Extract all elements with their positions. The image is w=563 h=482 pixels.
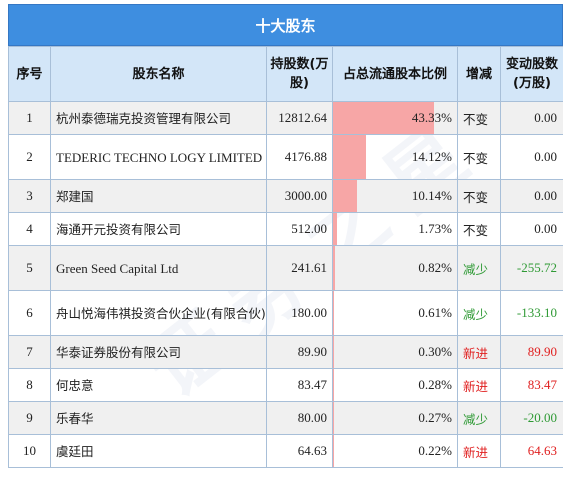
row-index: 7: [8, 335, 51, 369]
header-ratio: 占总流通股本比例: [332, 46, 458, 102]
ratio-bar: [333, 213, 337, 245]
table-row: 5 Green Seed Capital Ltd 241.61 0.82% 减少 -255…: [8, 245, 563, 291]
shareholder-name: 海通开元投资有限公司: [56, 221, 182, 237]
change-amount: 0.00: [500, 179, 563, 213]
ratio-bar: [333, 435, 334, 467]
ratio-value: 0.27%: [418, 410, 452, 425]
row-index: 8: [8, 368, 51, 402]
ratio-bar: [333, 402, 334, 434]
table-title: 十大股东: [8, 4, 563, 46]
change-status: 不变: [457, 212, 501, 246]
ratio-bar: [333, 180, 357, 212]
change-status: 减少: [457, 290, 501, 336]
shareholder-name: 乐春华: [56, 410, 94, 426]
ratio-value: 0.22%: [418, 443, 452, 458]
table-row: 2 TEDERIC TECHNO LOGY LIMITED 4176.88 14.12…: [8, 134, 563, 180]
shares-held: 12812.64: [266, 101, 333, 135]
ratio-value: 0.61%: [418, 305, 452, 320]
row-index: 1: [8, 101, 51, 135]
shares-held: 180.00: [266, 290, 333, 336]
ratio-value: 0.82%: [418, 260, 452, 275]
change-amount: 0.00: [500, 212, 563, 246]
ratio-value: 43.33%: [411, 110, 452, 125]
change-status: 减少: [457, 401, 501, 435]
ratio-bar: [333, 246, 335, 290]
shareholder-name: 虞廷田: [56, 443, 94, 459]
header-index: 序号: [8, 46, 51, 102]
change-amount: -133.10: [500, 290, 563, 336]
shares-held: 89.90: [266, 335, 333, 369]
ratio-value: 0.30%: [418, 344, 452, 359]
shares-held: 4176.88: [266, 134, 333, 180]
ratio-value: 0.28%: [418, 377, 452, 392]
table-row: 4 海通开元投资有限公司 512.00 1.73% 不变 0.00: [8, 212, 563, 246]
shares-held: 64.63: [266, 434, 333, 468]
shares-held: 3000.00: [266, 179, 333, 213]
table-row: 9 乐春华 80.00 0.27% 减少 -20.00: [8, 401, 563, 435]
change-amount: -255.72: [500, 245, 563, 291]
shareholder-name: 杭州泰德瑞克投资管理有限公司: [56, 110, 232, 126]
change-amount: 89.90: [500, 335, 563, 369]
ratio-bar: [333, 336, 334, 368]
table-row: 3 郑建国 3000.00 10.14% 不变 0.00: [8, 179, 563, 213]
header-change: 增减: [457, 46, 501, 102]
shareholder-table-panel: 十大股东 序号 股东名称 持股数(万股) 占总流通股本比例 增减 变动股数(万股…: [8, 4, 563, 468]
row-index: 3: [8, 179, 51, 213]
row-index: 2: [8, 134, 51, 180]
header-shares: 持股数(万股): [266, 46, 333, 102]
shares-held: 241.61: [266, 245, 333, 291]
ratio-value: 10.14%: [411, 188, 452, 203]
header-delta: 变动股数(万股): [500, 46, 563, 102]
table-row: 7 华泰证券股份有限公司 89.90 0.30% 新进 89.90: [8, 335, 563, 369]
ratio-value: 1.73%: [418, 221, 452, 236]
table-row: 10 虞廷田 64.63 0.22% 新进 64.63: [8, 434, 563, 468]
ratio-bar: [333, 369, 334, 401]
row-index: 6: [8, 290, 51, 336]
header-name: 股东名称: [50, 46, 267, 102]
shares-held: 80.00: [266, 401, 333, 435]
row-index: 4: [8, 212, 51, 246]
change-status: 不变: [457, 179, 501, 213]
shares-held: 512.00: [266, 212, 333, 246]
shareholder-name: Green Seed Capital Ltd: [56, 260, 179, 276]
top-shareholders-table: 序号 股东名称 持股数(万股) 占总流通股本比例 增减 变动股数(万股) 1 杭州…: [8, 46, 563, 468]
change-amount: 0.00: [500, 134, 563, 180]
shares-held: 83.47: [266, 368, 333, 402]
change-amount: 64.63: [500, 434, 563, 468]
change-status: 不变: [457, 134, 501, 180]
change-status: 减少: [457, 245, 501, 291]
ratio-bar: [333, 291, 334, 335]
row-index: 10: [8, 434, 51, 468]
row-index: 9: [8, 401, 51, 435]
shareholder-name: TEDERIC TECHNO LOGY LIMITED: [56, 149, 263, 165]
table-header-row: 序号 股东名称 持股数(万股) 占总流通股本比例 增减 变动股数(万股): [8, 46, 563, 102]
shareholder-name: 华泰证券股份有限公司: [56, 344, 182, 360]
change-status: 新进: [457, 368, 501, 402]
change-status: 新进: [457, 434, 501, 468]
change-status: 新进: [457, 335, 501, 369]
shareholder-name: 舟山悦海伟祺投资合伙企业(有限合伙): [56, 305, 266, 321]
ratio-bar: [333, 102, 434, 134]
ratio-bar: [333, 135, 366, 179]
shareholder-name: 郑建国: [56, 188, 94, 204]
change-amount: 0.00: [500, 101, 563, 135]
table-row: 8 何忠意 83.47 0.28% 新进 83.47: [8, 368, 563, 402]
change-amount: 83.47: [500, 368, 563, 402]
ratio-value: 14.12%: [411, 149, 452, 164]
shareholder-name: 何忠意: [56, 377, 94, 393]
row-index: 5: [8, 245, 51, 291]
table-row: 6 舟山悦海伟祺投资合伙企业(有限合伙) 180.00 0.61% 减少 -133.10: [8, 290, 563, 336]
table-row: 1 杭州泰德瑞克投资管理有限公司 12812.64 43.33% 不变 0.00: [8, 101, 563, 135]
table-body: 1 杭州泰德瑞克投资管理有限公司 12812.64 43.33% 不变 0.00 2 TEDE…: [8, 101, 563, 468]
change-status: 不变: [457, 101, 501, 135]
change-amount: -20.00: [500, 401, 563, 435]
